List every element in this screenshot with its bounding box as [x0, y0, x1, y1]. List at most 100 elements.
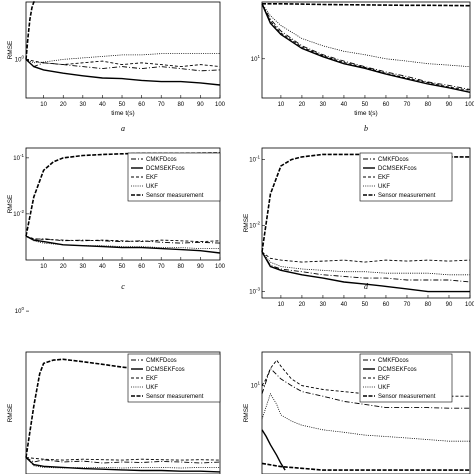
y-tick-label: 100	[15, 306, 25, 315]
legend-entry: CMKFDcos	[146, 157, 177, 163]
series-line-5	[262, 2, 471, 7]
x-tick-label: 10	[278, 102, 285, 108]
y-tick-label: 10-1	[13, 153, 24, 162]
series-line-4	[261, 3, 471, 68]
x-tick-label: 50	[119, 264, 126, 270]
series-line-3	[25, 235, 221, 243]
legend: CMKFDcos DCMSEKFcos EKF UKF Sensor measureme…	[127, 152, 221, 202]
legend-entry: CMKFDcos	[378, 157, 409, 163]
series-line-5	[261, 462, 470, 471]
x-tick-label: 40	[341, 102, 348, 108]
legend: CMKFDcos DCMSEKFcos EKF UKF Sensor measureme…	[127, 353, 221, 403]
x-tick-label: 90	[197, 264, 204, 270]
y-axis-label: RMSE	[243, 403, 250, 422]
series-line-2	[25, 456, 221, 473]
x-tick-label: 90	[197, 102, 204, 108]
series-line-3	[261, 251, 471, 263]
y-tick-label: 101	[251, 381, 261, 390]
y-tick-label: 10-2	[249, 221, 260, 230]
plot-frame	[25, 351, 221, 474]
x-tick-label: 50	[362, 102, 369, 108]
panel-label: a	[121, 124, 125, 133]
chart-panel-5: 100 RMSE CMKFDcos DCMSEKFcos EKF UKF Sensor me…	[7, 306, 221, 474]
legend-entry: Sensor measurement	[146, 193, 204, 199]
legend-entry: DCMSEKFcos	[378, 166, 417, 172]
series-line-2	[261, 3, 471, 93]
series-line-4	[261, 251, 470, 276]
y-tick-label: 10-1	[249, 155, 260, 164]
x-tick-label: 70	[158, 102, 165, 108]
legend-box	[127, 152, 221, 202]
x-tick-label: 80	[425, 302, 432, 308]
y-tick-label: 101	[251, 54, 261, 63]
legend-entry: EKF	[378, 175, 390, 181]
legend-box	[359, 353, 453, 403]
legend-entry: DCMSEKFcos	[146, 367, 185, 373]
x-tick-label: 40	[99, 102, 106, 108]
y-tick-label: 10-2	[13, 209, 24, 218]
legend-entry: DCMSEKFcos	[146, 166, 185, 172]
series-line-1	[261, 3, 471, 90]
x-tick-label: 60	[383, 102, 390, 108]
series-line-2	[261, 429, 286, 471]
plot-frame	[261, 1, 471, 99]
series-line-4	[25, 235, 220, 250]
legend-entry: EKF	[378, 376, 390, 382]
x-tick-label: 30	[320, 102, 327, 108]
x-tick-label: 20	[299, 302, 306, 308]
chart-panel-4: 10 20 30 40 50 60 70 80 90 100 10-1 10-2 10-3 RMSE d CM…	[243, 147, 474, 308]
x-tick-label: 60	[138, 102, 145, 108]
y-tick-label: 100	[15, 54, 25, 63]
x-tick-label: 60	[383, 302, 390, 308]
x-tick-label: 90	[446, 302, 453, 308]
series-line-3	[25, 457, 221, 461]
x-tick-label: 30	[79, 264, 86, 270]
x-tick-label: 70	[404, 102, 411, 108]
panel-label: d	[364, 282, 369, 291]
x-tick-label: 100	[465, 302, 474, 308]
x-tick-label: 10	[278, 302, 285, 308]
x-tick-label: 20	[60, 102, 67, 108]
legend-entry: UKF	[146, 184, 158, 190]
x-tick-label: 70	[158, 264, 165, 270]
x-axis-label: time t(s)	[111, 110, 134, 117]
x-tick-label: 100	[465, 102, 474, 108]
plot-frame	[261, 147, 471, 299]
x-tick-label: 50	[362, 302, 369, 308]
series-line-5	[25, 1, 36, 60]
x-tick-label: 20	[299, 102, 306, 108]
x-tick-label: 70	[404, 302, 411, 308]
plot-frame	[25, 1, 221, 99]
legend-entry: Sensor measurement	[146, 394, 204, 400]
series-line-4	[25, 53, 220, 64]
legend-entry: CMKFDcos	[146, 358, 177, 364]
plot-frame	[261, 351, 471, 474]
y-axis-label: RMSE	[243, 213, 250, 232]
series-line-1	[25, 457, 221, 464]
x-tick-label: 80	[425, 102, 432, 108]
y-axis-label: RMSE	[7, 403, 14, 422]
series-line-4	[261, 392, 470, 442]
x-tick-label: 30	[79, 102, 86, 108]
x-tick-label: 80	[177, 102, 184, 108]
series-line-2	[25, 58, 221, 86]
legend-entry: EKF	[146, 175, 158, 181]
legend-entry: UKF	[378, 184, 390, 190]
legend-box	[359, 152, 453, 202]
x-tick-label: 100	[215, 264, 226, 270]
legend-box	[127, 353, 221, 403]
series-line-1	[261, 367, 470, 409]
x-tick-label: 40	[341, 302, 348, 308]
x-tick-label: 40	[99, 264, 106, 270]
series-line-2	[261, 251, 470, 293]
x-tick-label: 90	[446, 102, 453, 108]
x-tick-label: 10	[40, 102, 47, 108]
legend: CMKFDcos DCMSEKFcos EKF UKF Sensor measureme…	[359, 353, 453, 403]
x-axis-label: time t(s)	[354, 110, 377, 117]
legend-entry: Sensor measurement	[378, 394, 436, 400]
x-tick-label: 100	[215, 102, 226, 108]
series-line-1	[261, 251, 471, 283]
y-tick-label: 10-3	[249, 287, 260, 296]
